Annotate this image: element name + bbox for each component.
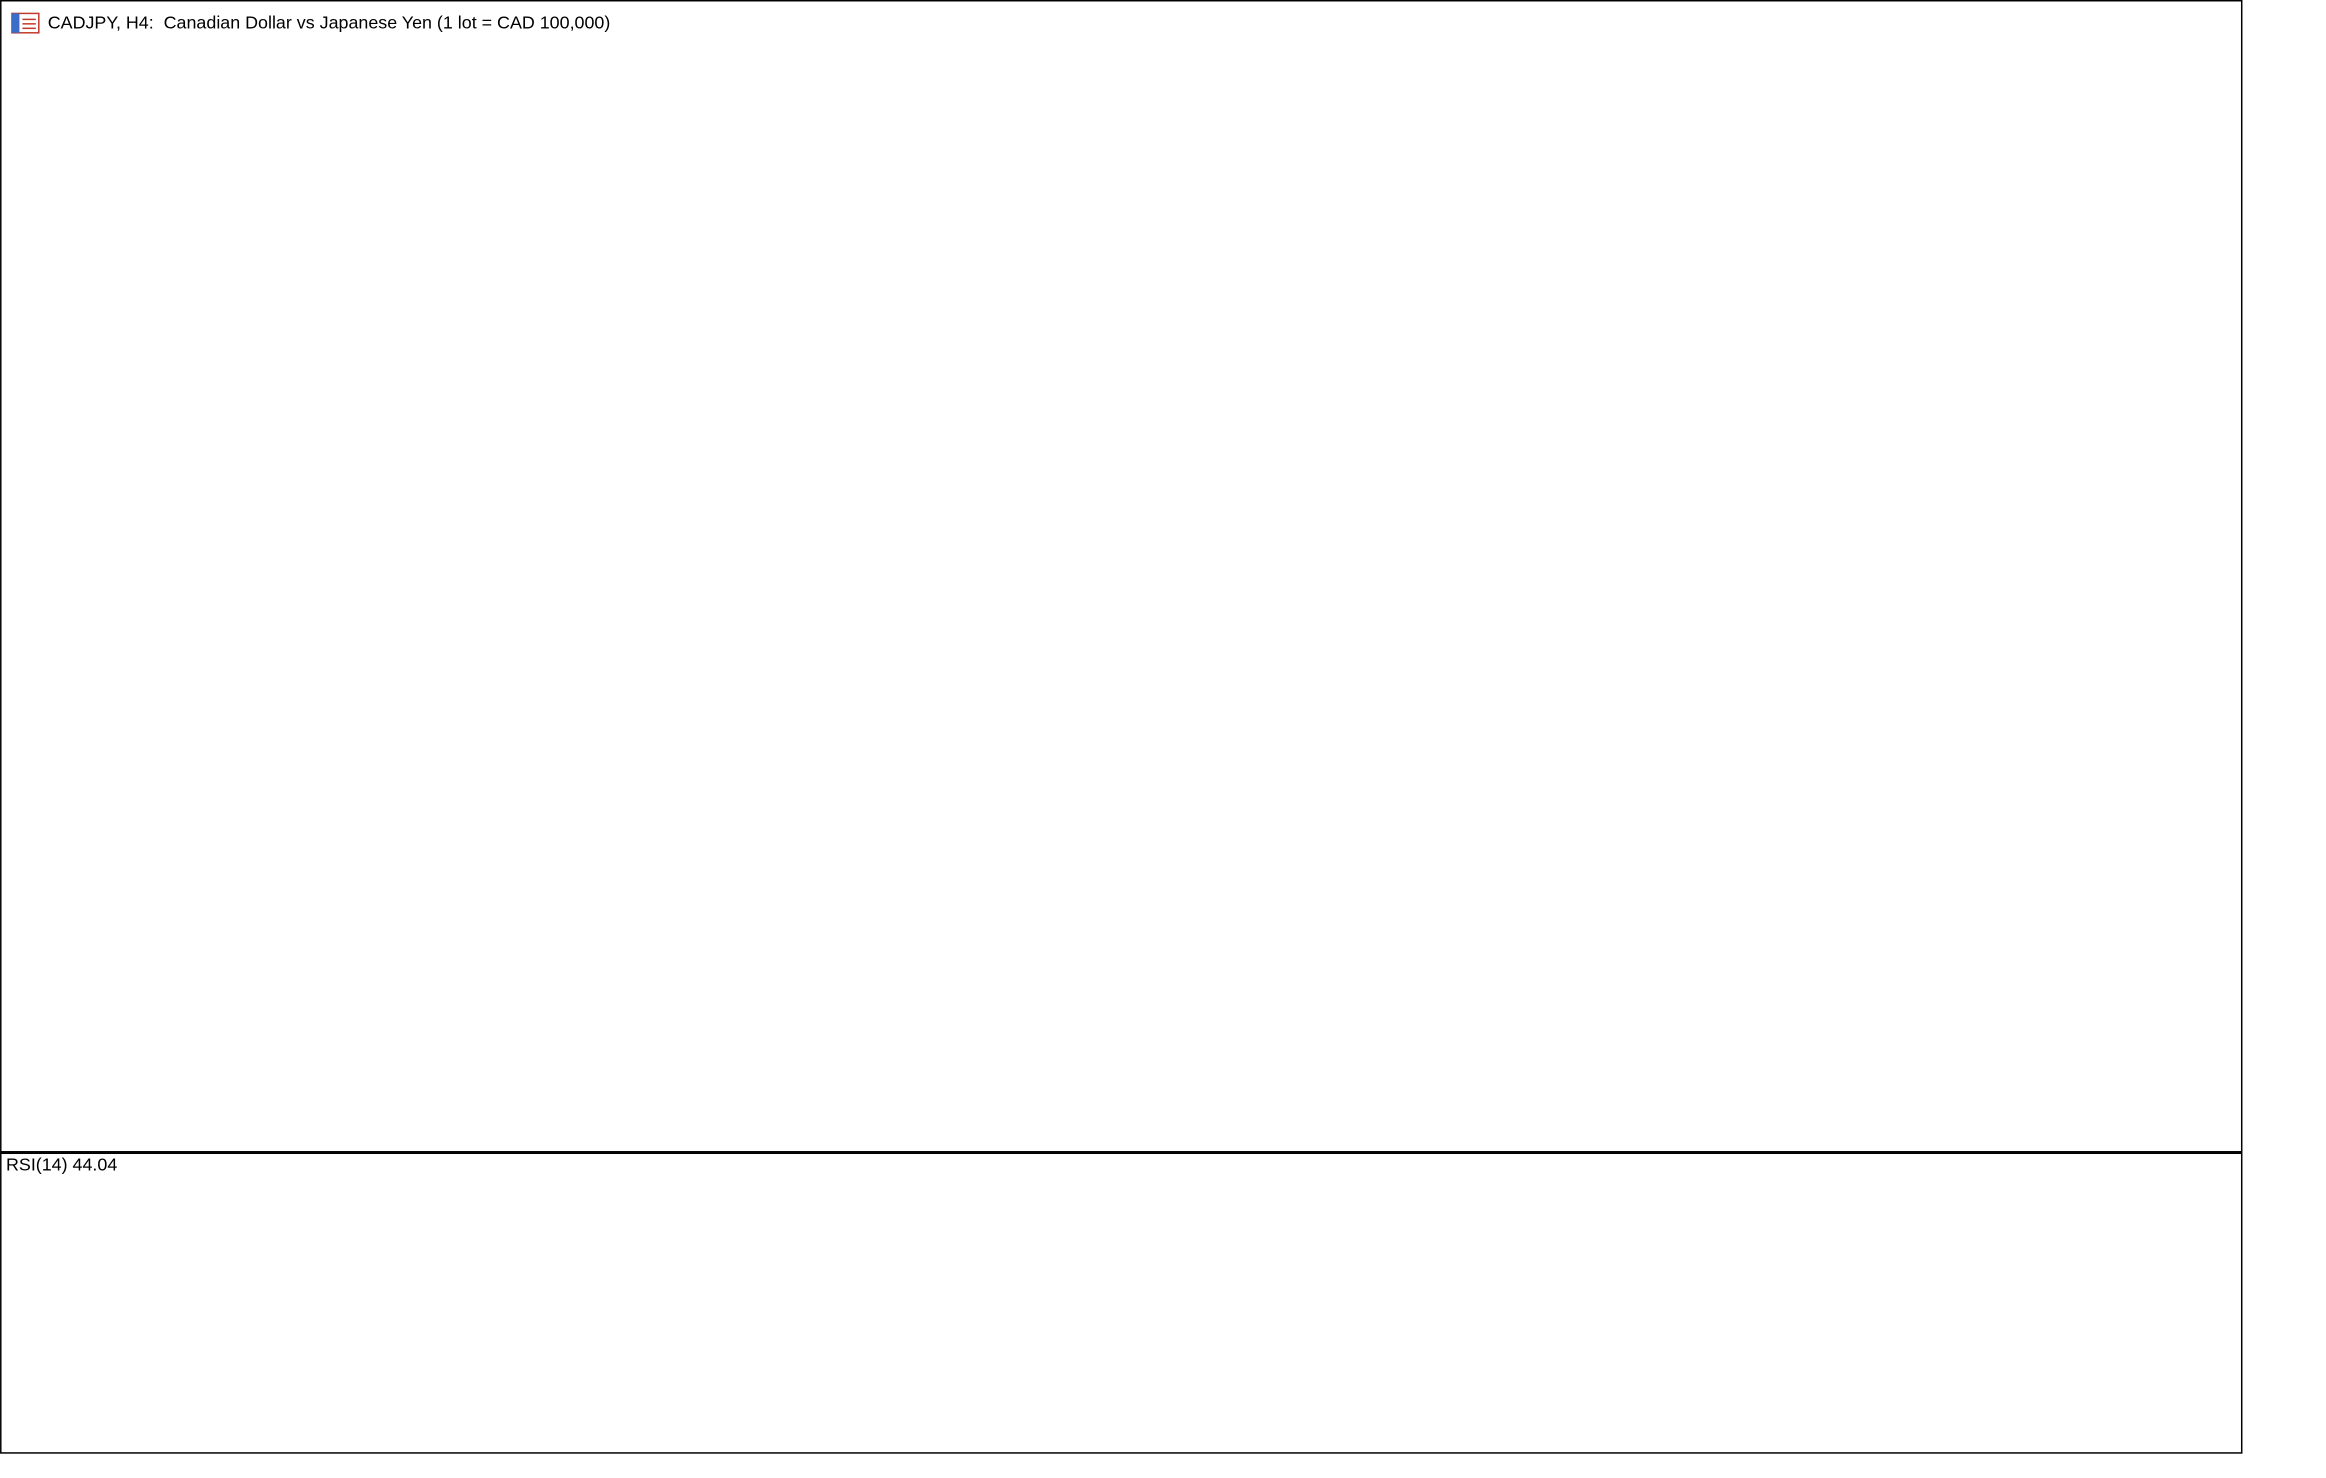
chart-title: CADJPY, H4: Canadian Dollar vs Japanese … [48,13,611,33]
symbol-icon [11,12,40,34]
rsi-panel-frame [0,1152,2243,1454]
price-panel-frame [0,0,2243,1153]
rsi-title: RSI(14) 44.04 [6,1155,117,1175]
